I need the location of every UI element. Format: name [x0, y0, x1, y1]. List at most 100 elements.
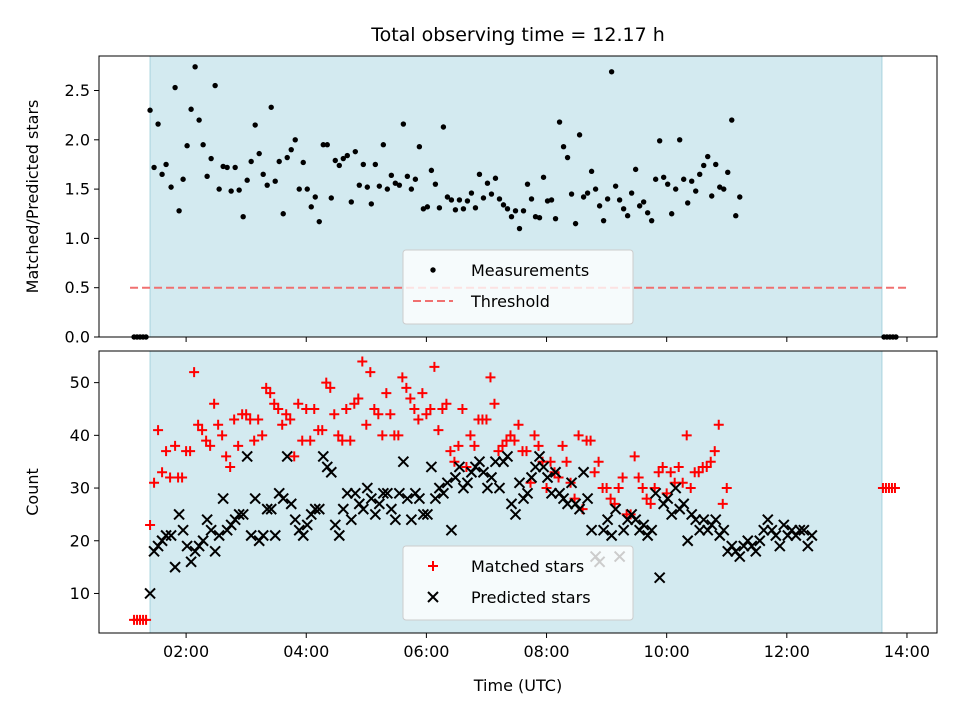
data-point: [165, 529, 177, 542]
x-tick-label: 02:00: [163, 642, 209, 661]
data-point: [657, 461, 668, 472]
data-point: [309, 503, 321, 515]
data-point: [440, 124, 447, 130]
data-point: [272, 178, 278, 184]
legend-label: Matched stars: [471, 557, 584, 576]
data-point: [513, 419, 524, 430]
data-point: [345, 435, 356, 446]
data-point: [677, 498, 690, 510]
data-point: [205, 440, 216, 451]
legend-item: Threshold: [413, 292, 550, 311]
data-point: [573, 503, 586, 515]
data-point: [308, 204, 314, 210]
x-tick-label: 08:00: [523, 642, 569, 661]
y-tick-label: 40: [70, 426, 90, 445]
data-point: [421, 409, 432, 420]
data-point: [705, 153, 711, 160]
data-point: [698, 513, 710, 526]
data-point: [624, 213, 631, 219]
data-point: [629, 513, 642, 526]
data-point: [612, 183, 619, 189]
data-point: [284, 154, 290, 161]
data-point: [709, 446, 720, 457]
data-point: [673, 461, 684, 472]
data-point: [269, 529, 281, 542]
data-point: [465, 430, 476, 441]
data-point: [249, 492, 261, 505]
data-point: [185, 446, 196, 457]
data-point: [701, 461, 712, 472]
data-point: [560, 144, 567, 150]
data-point: [289, 451, 300, 462]
data-point: [605, 529, 618, 542]
x-tick-label: 06:00: [403, 642, 449, 661]
data-point: [312, 194, 318, 200]
data-point: [640, 199, 647, 205]
data-point: [288, 146, 294, 153]
data-point: [644, 210, 651, 216]
data-point: [197, 535, 209, 547]
data-point: [170, 440, 181, 451]
data-point: [681, 430, 692, 441]
data-point: [333, 529, 345, 542]
data-point: [806, 529, 818, 542]
data-point: [601, 483, 612, 494]
data-point: [469, 440, 480, 451]
data-point: [665, 508, 678, 521]
data-point: [648, 217, 655, 224]
data-point: [492, 175, 499, 181]
data-point: [710, 513, 722, 526]
data-point: [373, 498, 386, 510]
data-point: [513, 477, 526, 489]
data-point: [601, 513, 614, 526]
data-point: [256, 150, 262, 157]
data-point: [641, 493, 652, 504]
data-point: [428, 167, 435, 174]
data-point: [680, 176, 687, 182]
data-point: [653, 467, 664, 478]
data-point: [185, 556, 197, 568]
data-point: [141, 614, 152, 625]
data-point: [197, 425, 208, 436]
data-point: [268, 104, 274, 110]
data-point: [208, 155, 214, 162]
legend-label: Threshold: [470, 292, 550, 311]
data-point: [685, 483, 696, 494]
data-point: [568, 191, 575, 197]
data-point: [668, 211, 675, 217]
data-point: [585, 524, 598, 536]
data-point: [304, 186, 310, 192]
data-point: [404, 173, 411, 179]
data-point: [193, 419, 204, 430]
data-point: [408, 186, 415, 192]
data-point: [448, 197, 455, 203]
data-point: [676, 137, 683, 143]
data-point: [713, 419, 724, 430]
data-point: [481, 482, 494, 494]
data-point: [249, 435, 260, 446]
data-point: [637, 483, 648, 494]
data-point: [401, 492, 414, 505]
data-point: [441, 398, 452, 409]
data-point: [273, 403, 284, 414]
data-point: [685, 200, 691, 206]
data-point: [209, 545, 221, 558]
data-point: [774, 540, 786, 552]
data-point: [324, 142, 330, 148]
data-point: [449, 471, 462, 484]
data-point: [617, 472, 628, 483]
data-point: [257, 529, 269, 542]
data-point: [177, 524, 189, 536]
axes-frame: [98, 55, 938, 338]
data-point: [377, 430, 388, 441]
data-point: [697, 171, 703, 178]
data-point: [240, 214, 246, 220]
y-tick-label: 20: [70, 531, 90, 550]
data-point: [617, 524, 630, 536]
data-point: [353, 393, 364, 404]
data-point: [770, 529, 782, 542]
data-point: [181, 540, 193, 552]
data-point: [476, 171, 483, 178]
data-point: [344, 152, 350, 159]
data-point: [336, 162, 342, 169]
